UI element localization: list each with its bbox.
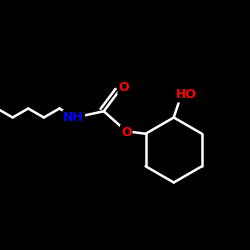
Text: O: O <box>118 81 129 94</box>
Text: O: O <box>121 126 132 139</box>
Text: HO: HO <box>176 88 197 102</box>
Text: NH: NH <box>64 111 84 124</box>
